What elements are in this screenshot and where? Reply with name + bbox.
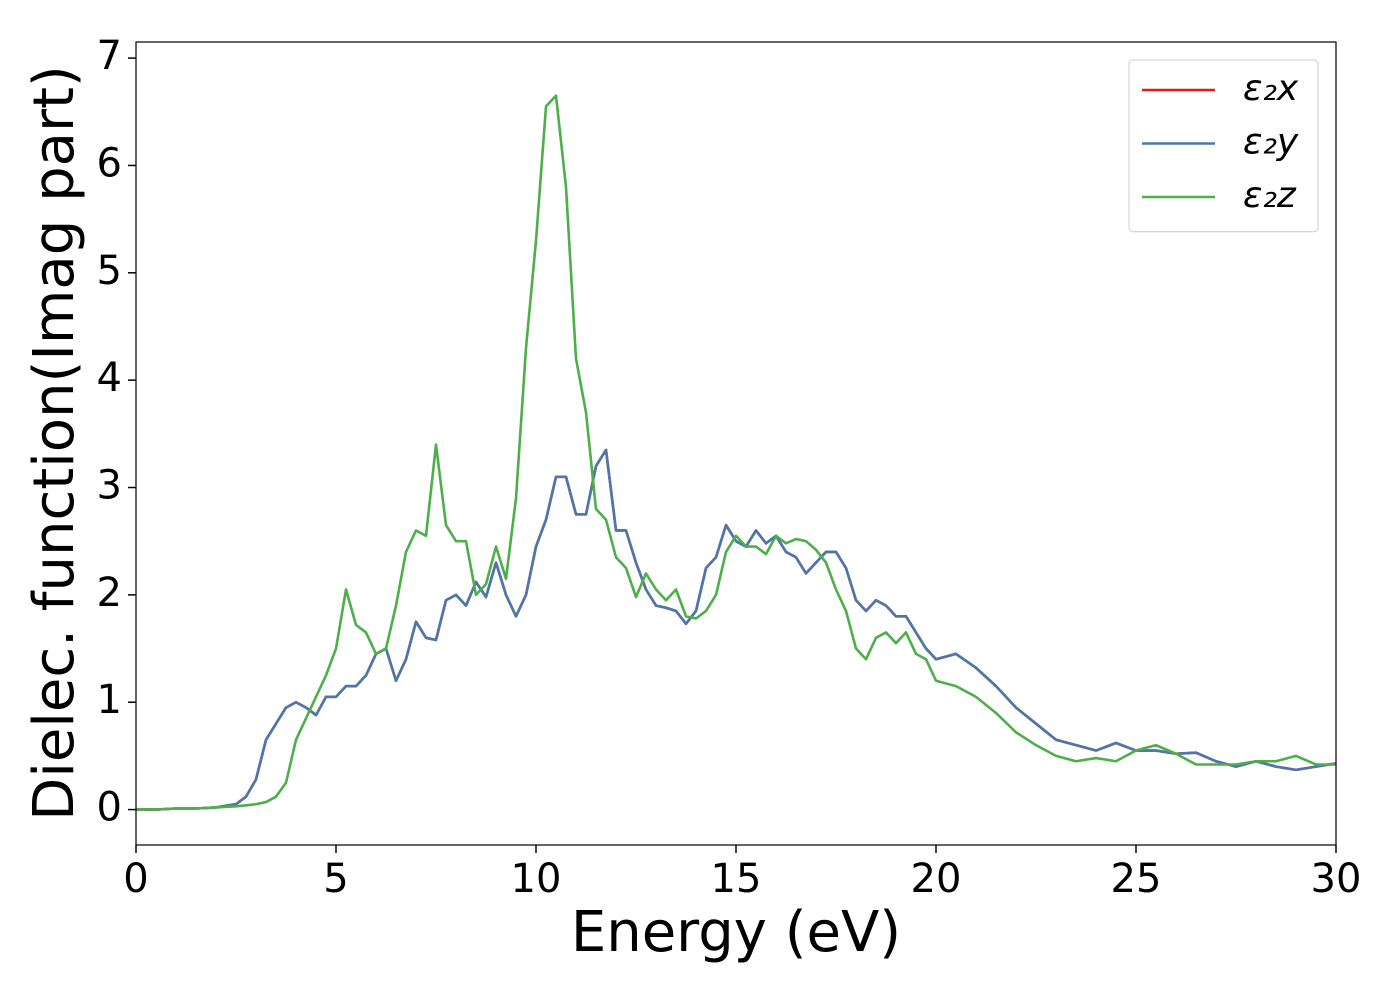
y-tick-label: 1 [97, 677, 122, 723]
x-tick-label: 15 [711, 856, 762, 902]
series-line [136, 448, 1337, 811]
plot-frame [135, 41, 1337, 846]
legend-label: ε₂z [1243, 175, 1297, 216]
series-line [136, 448, 1337, 811]
x-tick-label: 20 [911, 856, 962, 902]
y-axis-label: Dielec. function(Imag part) [22, 65, 87, 821]
y-tick-label: 2 [97, 570, 122, 616]
series-line [136, 94, 1336, 811]
x-tick-label: 10 [511, 856, 562, 902]
x-tick-label: 5 [323, 856, 348, 902]
y-tick-label: 0 [97, 785, 122, 831]
y-tick-label: 6 [97, 140, 122, 186]
x-tick-label: 25 [1111, 856, 1162, 902]
y-tick-label: 4 [97, 355, 122, 401]
x-tick-label: 0 [123, 856, 148, 902]
y-tick-label: 7 [97, 33, 122, 79]
y-tick-label: 3 [97, 463, 122, 509]
x-tick-label: 30 [1311, 856, 1362, 902]
y-tick-label: 5 [97, 248, 122, 294]
legend-label: ε₂x [1243, 68, 1299, 109]
x-axis-label: Energy (eV) [571, 900, 901, 965]
legend-label: ε₂y [1243, 122, 1299, 163]
legend-box [1128, 59, 1319, 233]
